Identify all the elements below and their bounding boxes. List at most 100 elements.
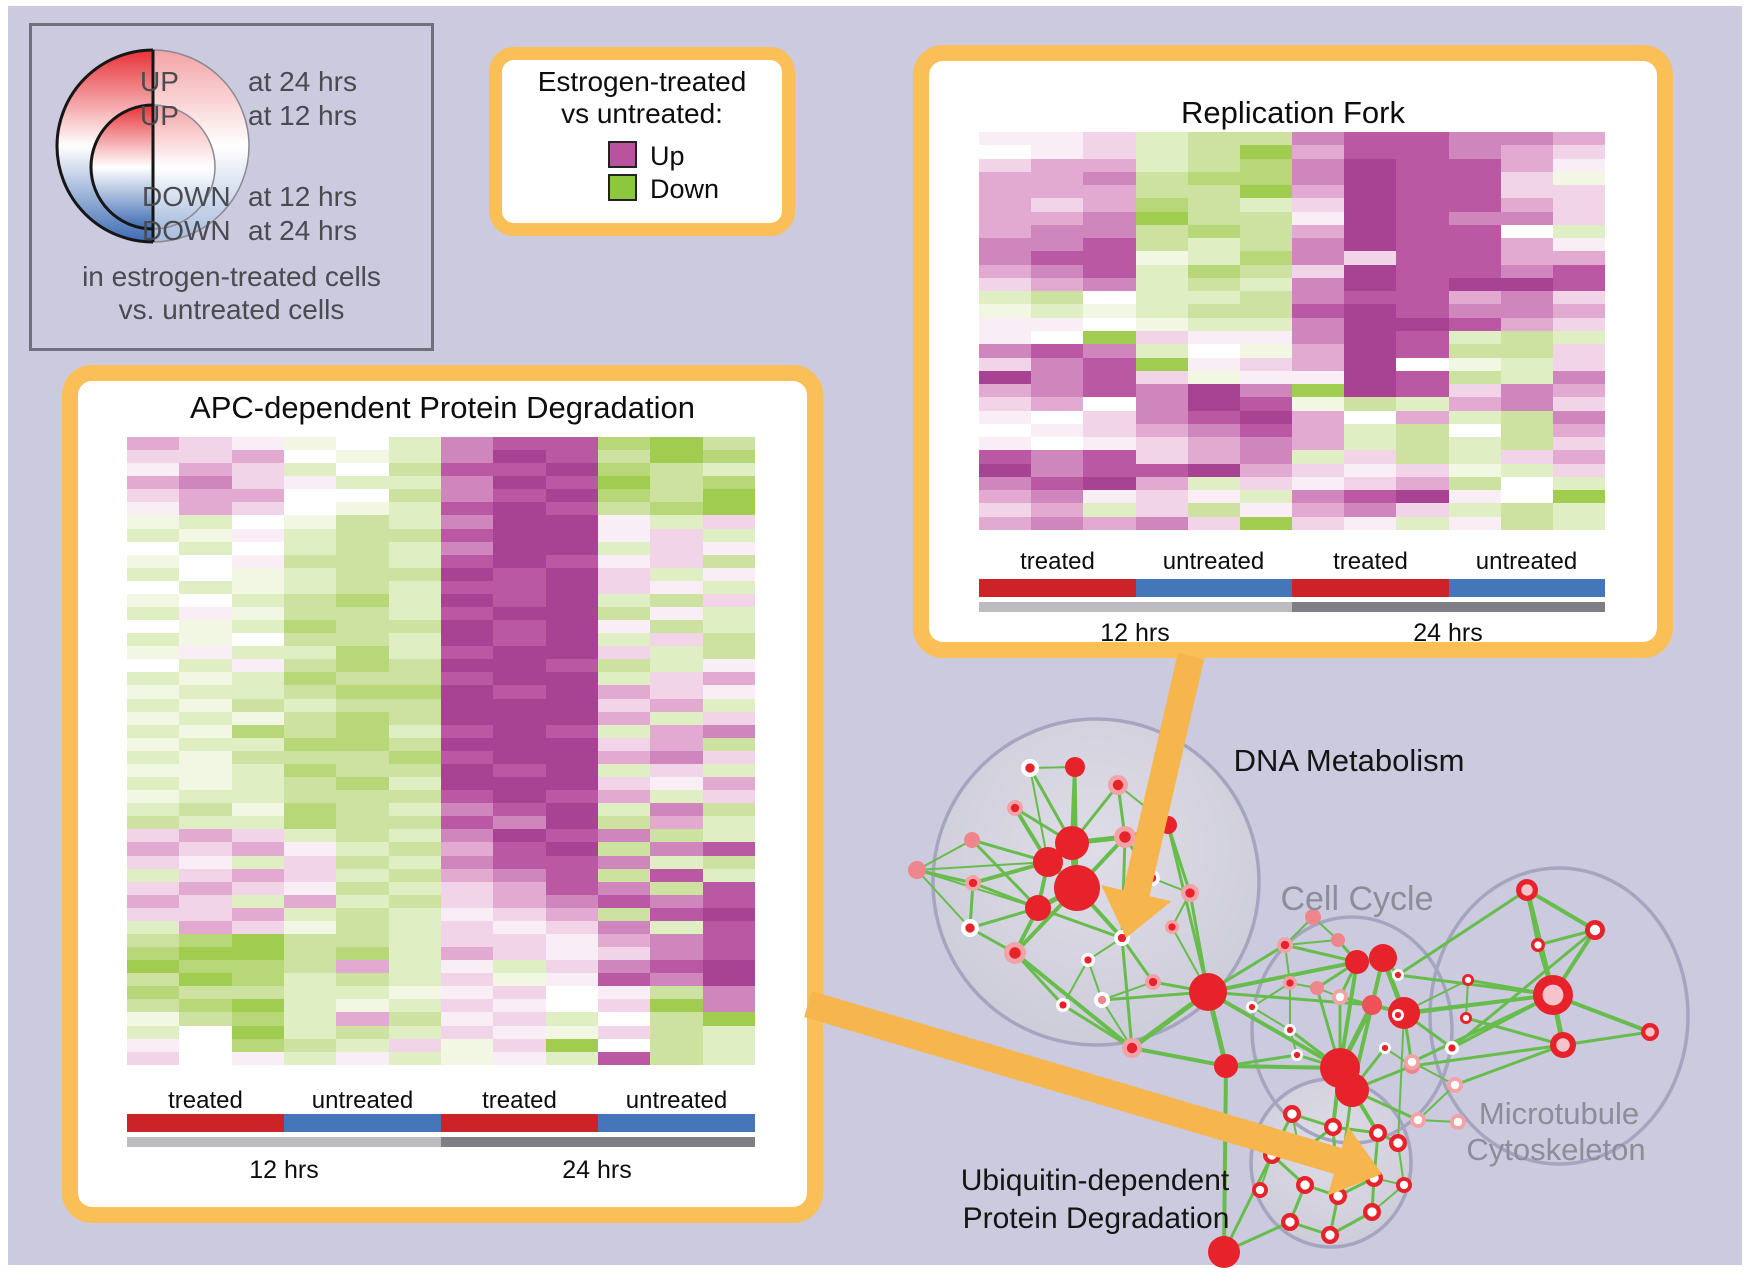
heatmap-row bbox=[127, 580, 755, 594]
heatmap-cell bbox=[702, 907, 755, 921]
heatmap-cell bbox=[1083, 264, 1136, 278]
heatmap-cell bbox=[1083, 171, 1136, 186]
heatmap-cell bbox=[1239, 490, 1293, 504]
heatmap-cell bbox=[493, 960, 546, 974]
heatmap-cell bbox=[493, 541, 546, 555]
heatmap-cell bbox=[979, 450, 1032, 464]
heatmap-cell bbox=[1135, 224, 1188, 239]
heatmap-cell bbox=[979, 224, 1032, 239]
heatmap-cell bbox=[1135, 384, 1188, 398]
heatmap-cell bbox=[1239, 198, 1293, 212]
heatmap-cell bbox=[979, 132, 1032, 146]
heatmap-cell bbox=[440, 659, 494, 673]
heatmap-cell bbox=[545, 894, 598, 908]
heatmap-cell bbox=[440, 894, 494, 908]
heatmap-cell bbox=[231, 593, 284, 608]
heatmap-cell bbox=[1396, 344, 1449, 358]
heatmap-cell bbox=[597, 894, 651, 908]
heatmap-cell bbox=[283, 698, 337, 712]
heatmap-cell bbox=[336, 1051, 389, 1065]
heatmap-cell bbox=[1552, 516, 1606, 530]
heatmap-cell bbox=[1083, 277, 1136, 292]
heatmap-cell bbox=[127, 933, 180, 948]
heatmap-cell bbox=[493, 489, 546, 503]
heatmap-row bbox=[127, 842, 755, 856]
heatmap-cell bbox=[1292, 463, 1345, 477]
legend-term-up-12: UP bbox=[140, 100, 179, 131]
heatmap-cell bbox=[231, 567, 284, 581]
heatmap-cell bbox=[650, 960, 703, 974]
heatmap-cell bbox=[650, 894, 703, 908]
heatmap-cell bbox=[179, 790, 232, 804]
heatmap-cell bbox=[1083, 291, 1136, 305]
heatmap-cell bbox=[1239, 437, 1293, 451]
heatmap-cell bbox=[179, 803, 232, 817]
heatmap-cell bbox=[231, 816, 284, 830]
heatmap-cell bbox=[702, 724, 755, 738]
heatmap-cell bbox=[283, 842, 337, 856]
heatmap-cell bbox=[597, 450, 651, 464]
heatmap-cell bbox=[1448, 304, 1501, 318]
heatmap-row bbox=[127, 868, 755, 882]
heatmap-cell bbox=[493, 515, 546, 529]
heatmap-cell bbox=[702, 868, 755, 882]
heatmap-cell bbox=[979, 158, 1032, 172]
heatmap-cell bbox=[336, 515, 389, 529]
heatmap-cell bbox=[1187, 437, 1240, 451]
heatmap-cell bbox=[1031, 384, 1084, 398]
heatmap-cell bbox=[1552, 277, 1606, 292]
heatmap-row bbox=[127, 593, 755, 608]
heatmap-cell bbox=[493, 659, 546, 673]
heatmap-cell bbox=[127, 515, 180, 529]
heatmap-row bbox=[979, 330, 1606, 345]
heatmap-cell bbox=[545, 698, 598, 712]
heatmap-cell bbox=[336, 803, 389, 817]
heatmap-cell bbox=[440, 842, 494, 856]
heatmap-cell bbox=[979, 357, 1032, 371]
heatmap-cell bbox=[1292, 158, 1345, 172]
heatmap-row bbox=[127, 489, 755, 503]
heatmap-cell bbox=[1292, 224, 1345, 239]
heatmap-cell bbox=[440, 698, 494, 712]
heatmap-cell bbox=[1083, 423, 1136, 438]
heatmap-cell bbox=[1031, 158, 1084, 172]
heatmap-cell bbox=[702, 894, 755, 908]
heatmap-cell bbox=[440, 920, 494, 934]
heatmap-cell bbox=[1344, 344, 1397, 358]
heatmap-cell bbox=[597, 973, 651, 987]
heatmap-cell bbox=[1500, 171, 1553, 186]
heatmap-cell bbox=[1292, 198, 1345, 212]
heatmap-cell bbox=[179, 737, 232, 751]
heatmap-row bbox=[979, 410, 1606, 424]
heatmap-cell bbox=[179, 672, 232, 686]
apc-heatmap bbox=[127, 437, 755, 1065]
heatmap-cell bbox=[979, 463, 1032, 477]
heatmap-cell bbox=[597, 986, 651, 1000]
heatmap-cell bbox=[1083, 304, 1136, 318]
heatmap-cell bbox=[127, 1038, 180, 1052]
rf-group-label-4: untreated bbox=[1475, 548, 1578, 575]
heatmap-row bbox=[127, 476, 755, 490]
heatmap-cell bbox=[127, 659, 180, 673]
heatmap-cell bbox=[388, 933, 441, 948]
heatmap-cell bbox=[597, 502, 651, 516]
heatmap-cell bbox=[493, 463, 546, 477]
heatmap-cell bbox=[1187, 357, 1240, 371]
heatmap-cell bbox=[1500, 450, 1553, 464]
heatmap-cell bbox=[440, 1051, 494, 1065]
heatmap-cell bbox=[1344, 277, 1397, 292]
heatmap-cell bbox=[440, 868, 494, 882]
heatmap-cell bbox=[127, 450, 180, 464]
heatmap-cell bbox=[179, 528, 232, 542]
heatmap-cell bbox=[1135, 251, 1188, 265]
heatmap-cell bbox=[1396, 437, 1449, 451]
heatmap-cell bbox=[545, 724, 598, 738]
heatmap-cell bbox=[979, 397, 1032, 411]
heatmap-cell bbox=[231, 947, 284, 961]
heatmap-cell bbox=[1344, 384, 1397, 398]
up-color-swatch bbox=[608, 141, 637, 168]
heatmap-cell bbox=[440, 476, 494, 490]
heatmap-cell bbox=[979, 238, 1032, 252]
heatmap-cell bbox=[597, 947, 651, 961]
heatmap-cell bbox=[545, 868, 598, 882]
